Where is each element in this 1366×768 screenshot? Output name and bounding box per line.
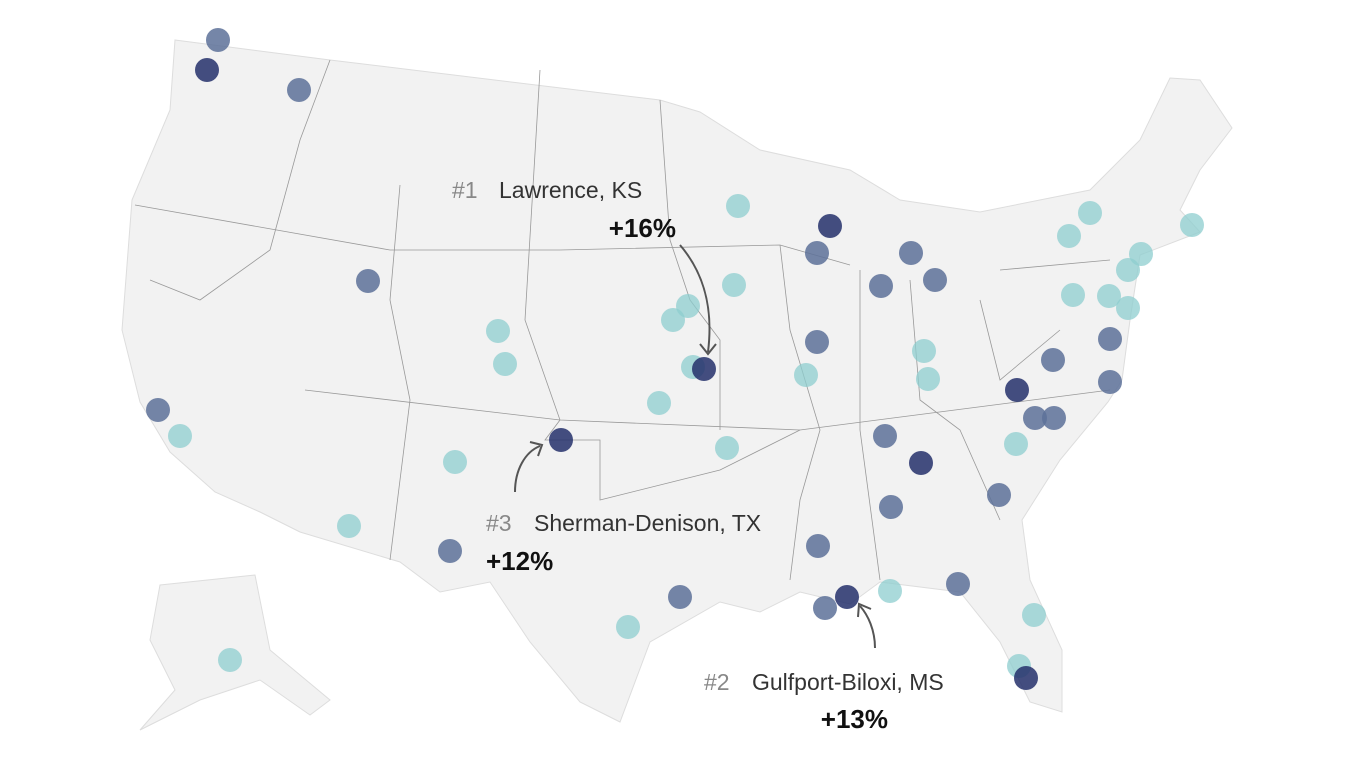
arrows [514, 244, 876, 649]
city-dot [1005, 378, 1029, 402]
city-dot [873, 424, 897, 448]
city-dot [443, 450, 467, 474]
city-dot [146, 398, 170, 422]
city-dot [794, 363, 818, 387]
city-dot [1097, 284, 1121, 308]
city-dot [616, 615, 640, 639]
change: +12% [486, 546, 553, 576]
rank: #2 [704, 669, 730, 695]
city-dot [1023, 406, 1047, 430]
city-dot [1098, 370, 1122, 394]
city-dot [676, 294, 700, 318]
city-dot [805, 330, 829, 354]
city-dot [337, 514, 361, 538]
city-dot [206, 28, 230, 52]
city-dot [726, 194, 750, 218]
city-dot [1022, 603, 1046, 627]
city-dot [869, 274, 893, 298]
city-dot [878, 579, 902, 603]
city-dot [647, 391, 671, 415]
city-dot [1057, 224, 1081, 248]
label-3: #3 Sherman-Denison, TX +12% [486, 510, 761, 576]
city-dot [218, 648, 242, 672]
city-dot [486, 319, 510, 343]
city-dot [549, 428, 573, 452]
city-dot [1116, 296, 1140, 320]
city-dot [1004, 432, 1028, 456]
city-dot [1041, 348, 1065, 372]
city-dot [195, 58, 219, 82]
city-dot [1116, 258, 1140, 282]
change: +13% [821, 704, 888, 734]
city-dot [715, 436, 739, 460]
city-dot [987, 483, 1011, 507]
city-dot [668, 585, 692, 609]
us-outline [121, 39, 1233, 723]
city-dot [722, 273, 746, 297]
city-name: Lawrence, KS [499, 177, 642, 203]
city-dots [146, 28, 1204, 690]
city-dot [806, 534, 830, 558]
city-dot [1098, 327, 1122, 351]
city-dot [168, 424, 192, 448]
city-dot [912, 339, 936, 363]
city-dot [661, 308, 685, 332]
state-borders [134, 59, 1111, 581]
city-dot [1014, 666, 1038, 690]
city-dot [813, 596, 837, 620]
city-dot [818, 214, 842, 238]
label-1: #1 Lawrence, KS +16% [452, 177, 676, 243]
label-2: #2 Gulfport-Biloxi, MS +13% [704, 669, 944, 734]
rank: #3 [486, 510, 512, 536]
city-dot [287, 78, 311, 102]
city-dot [493, 352, 517, 376]
city-dot [438, 539, 462, 563]
city-dot [692, 357, 716, 381]
city-dot [805, 241, 829, 265]
city-dot [1129, 242, 1153, 266]
city-dot [909, 451, 933, 475]
city-dot [1180, 213, 1204, 237]
rank: #1 [452, 177, 478, 203]
city-dot [879, 495, 903, 519]
city-dot [923, 268, 947, 292]
city-dot [1042, 406, 1066, 430]
city-dot [356, 269, 380, 293]
city-dot [899, 241, 923, 265]
city-name: Gulfport-Biloxi, MS [752, 669, 944, 695]
city-dot [916, 367, 940, 391]
city-dot [1078, 201, 1102, 225]
city-dot [835, 585, 859, 609]
city-dot [1061, 283, 1085, 307]
city-dot [946, 572, 970, 596]
change: +16% [609, 213, 676, 243]
city-name: Sherman-Denison, TX [534, 510, 761, 536]
